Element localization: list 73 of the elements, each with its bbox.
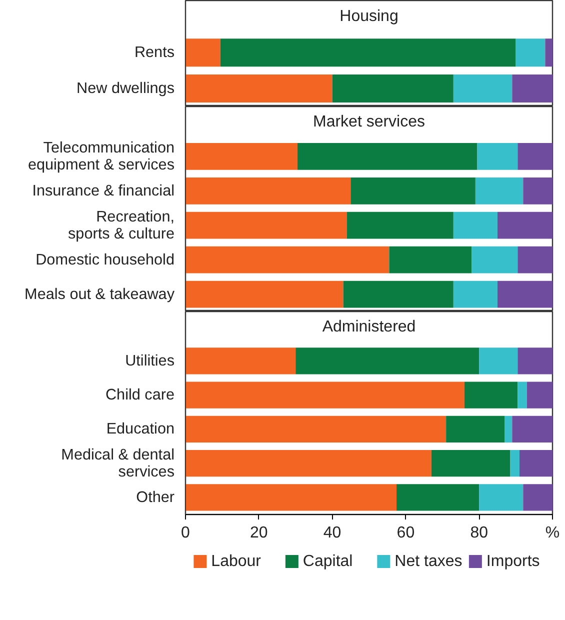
bar: [526, 382, 552, 408]
bar: [186, 382, 464, 408]
bar: [186, 143, 298, 170]
bar: [346, 212, 454, 239]
bar: [297, 143, 478, 170]
y-tick-label: Medical & dental services: [61, 446, 175, 480]
bar: [453, 280, 498, 308]
bar: [350, 177, 476, 204]
bar: [186, 450, 432, 477]
bar: [518, 348, 552, 374]
bar: [518, 143, 552, 170]
bar: [186, 246, 390, 274]
bar: [545, 38, 552, 67]
x-tick-label: 40: [323, 524, 342, 542]
bar: [477, 143, 518, 170]
chart-title: Market services: [312, 114, 426, 131]
bar: [332, 74, 454, 103]
x-tick-label: 60: [396, 524, 415, 542]
bar: [510, 450, 520, 477]
bar: [186, 74, 332, 103]
y-tick-label: New dwellings: [76, 80, 175, 98]
bar: [497, 280, 552, 308]
bar: [186, 212, 347, 239]
bar: [453, 212, 498, 239]
chart-title: Administered: [322, 318, 416, 336]
bar: [446, 416, 505, 443]
bar: [504, 416, 512, 443]
bar: [389, 246, 472, 274]
y-tick-label: Domestic household: [36, 251, 175, 268]
y-tick-label: Telecommunication equipment & services: [28, 139, 175, 174]
bar: [186, 416, 446, 443]
bar: [475, 177, 524, 204]
y-tick-label: Other: [136, 488, 175, 506]
legend-label: Capital: [302, 553, 353, 570]
x-tick-label: 0: [181, 524, 190, 542]
bar: [518, 246, 552, 274]
y-tick-label: Utilities: [125, 352, 175, 370]
bar: [186, 38, 220, 67]
bar: [186, 348, 296, 374]
x-tick-label: 20: [250, 524, 268, 542]
bar: [186, 177, 351, 204]
bar: [220, 38, 516, 67]
bar: [518, 382, 527, 408]
bar: [431, 450, 510, 477]
bar: [396, 484, 480, 511]
y-tick-label: Child care: [105, 386, 175, 404]
text: Housing: [340, 8, 398, 26]
bar: [186, 484, 397, 511]
bar: [523, 177, 552, 204]
bar: [523, 484, 552, 511]
bar: [453, 74, 512, 103]
y-tick-label: Education: [106, 420, 175, 438]
bar: [464, 382, 518, 408]
bar: [512, 74, 552, 103]
bar: [479, 348, 518, 374]
bar: [343, 280, 454, 308]
y-tick-label: Insurance & financial: [32, 182, 175, 200]
legend-label: Imports: [486, 553, 540, 570]
bar: [497, 212, 552, 239]
y-tick-label: Recreation, sports & culture: [68, 208, 175, 242]
bar: [512, 416, 552, 443]
x-tick-label: %: [545, 524, 560, 542]
bar: [519, 450, 552, 477]
y-tick-label: Rents: [134, 44, 175, 62]
x-tick-label: 80: [470, 524, 488, 542]
y-tick-label: Meals out & takeaway: [24, 286, 175, 303]
legend-label: Net taxes: [394, 553, 462, 570]
legend-label: Labour: [211, 553, 262, 570]
bar: [296, 348, 480, 374]
bar: [472, 246, 518, 274]
bar: [516, 38, 546, 67]
bar: [479, 484, 524, 511]
bar: [186, 280, 344, 308]
